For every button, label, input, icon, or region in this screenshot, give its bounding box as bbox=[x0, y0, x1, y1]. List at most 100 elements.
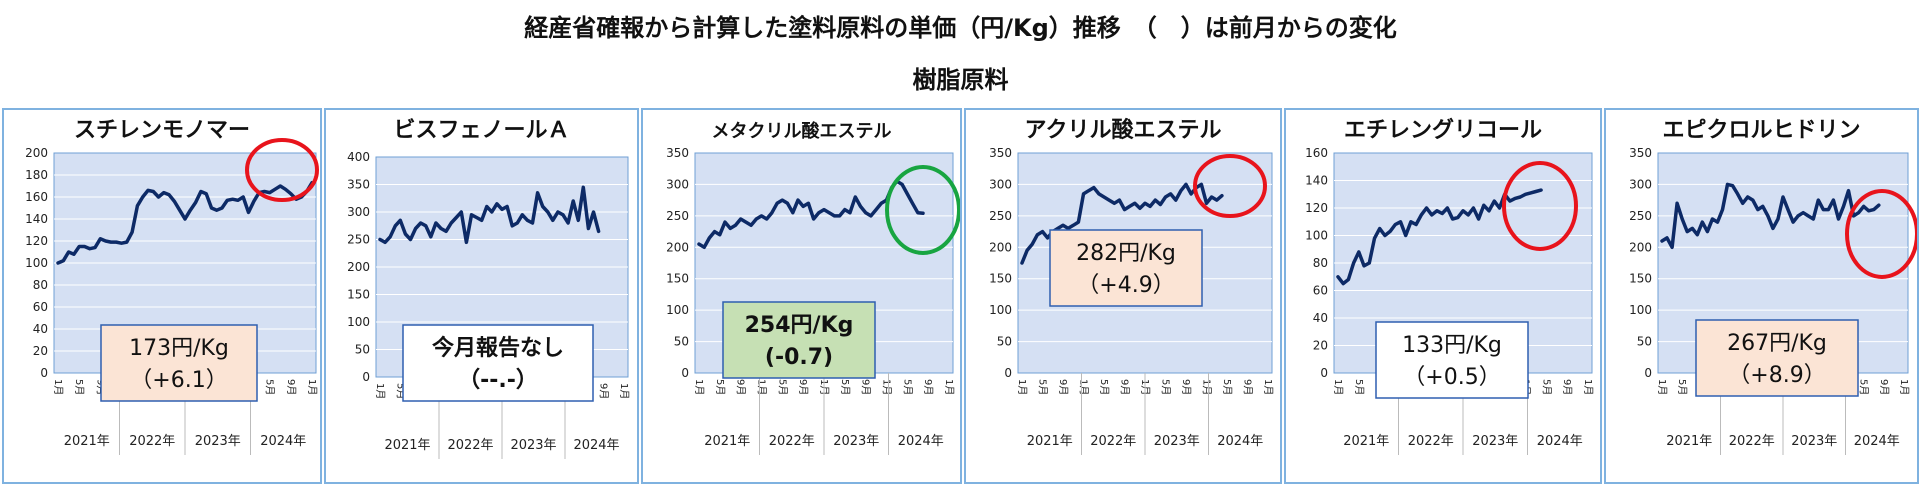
x-tick-label: 9月 bbox=[1242, 379, 1254, 395]
series-line bbox=[378, 185, 601, 245]
panel-title: エピクロルヒドリン bbox=[1662, 118, 1860, 143]
series-line bbox=[1336, 188, 1543, 286]
price-label-change: （+0.5） bbox=[1403, 365, 1500, 390]
x-tick-label: 5月 bbox=[1676, 379, 1688, 395]
year-label: 2021年 bbox=[1027, 434, 1073, 449]
x-tick-label: 1月 bbox=[1201, 379, 1213, 395]
chart-panel-methacrylate: メタクリル酸エステル 0 50 100 150 200 250 300 350 1月 5月 9月 1月 5… bbox=[641, 108, 962, 484]
x-tick-label: 9月 bbox=[1878, 379, 1890, 395]
y-tick-label: 350 bbox=[347, 178, 370, 192]
y-tick-label: 100 bbox=[989, 303, 1012, 317]
x-tick-label: 5月 bbox=[264, 379, 276, 395]
y-tick-label: 200 bbox=[25, 146, 48, 160]
x-tick-label: 1月 bbox=[1262, 379, 1274, 395]
panel-title: アクリル酸エステル bbox=[1025, 118, 1222, 143]
x-tick-label: 9月 bbox=[860, 379, 872, 395]
price-label-value: 133円/Kg bbox=[1402, 333, 1502, 358]
y-tick-label: 100 bbox=[347, 315, 370, 329]
x-tick-label: 1月 bbox=[306, 379, 318, 395]
x-tick-label: 9月 bbox=[1561, 379, 1573, 395]
x-tick-label: 1月 bbox=[943, 379, 955, 395]
x-tick-label: 1月 bbox=[693, 379, 705, 395]
year-label: 2022年 bbox=[1408, 434, 1454, 449]
price-label-box bbox=[1049, 229, 1203, 307]
highlight-circle bbox=[1502, 161, 1578, 251]
x-tick-label: 5月 bbox=[776, 379, 788, 395]
y-tick-label: 250 bbox=[666, 209, 689, 223]
y-tick-label: 250 bbox=[989, 209, 1012, 223]
x-tick-label: 5月 bbox=[1540, 379, 1552, 395]
y-tick-label: 180 bbox=[25, 168, 48, 182]
y-tick-label: 350 bbox=[666, 146, 689, 160]
y-tick-label: 20 bbox=[1313, 339, 1328, 353]
sub-title: 樹脂原料 bbox=[912, 66, 1009, 94]
x-tick-label: 1月 bbox=[618, 383, 630, 399]
x-tick-label: 9月 bbox=[797, 379, 809, 395]
chart-panel-epichlorohydrin: エピクロルヒドリン 0 50 100 150 200 250 300 350 1月 5月 9月 1月 5月… bbox=[1604, 108, 1919, 484]
y-tick-label: 0 bbox=[1004, 366, 1012, 380]
y-tick-label: 160 bbox=[1305, 146, 1328, 160]
x-tick-label: 9月 bbox=[285, 379, 297, 395]
y-tick-label: 0 bbox=[362, 370, 370, 384]
y-tick-label: 120 bbox=[25, 234, 48, 248]
x-tick-label: 1月 bbox=[1016, 379, 1028, 395]
chart-styrene: スチレンモノマー 0 20 40 60 80 100 120 140 160 180 200 1月 5月 9… bbox=[25, 118, 319, 455]
x-tick-label: 1月 bbox=[756, 379, 768, 395]
panel-title: スチレンモノマー bbox=[74, 118, 250, 143]
y-tick-label: 150 bbox=[1629, 272, 1652, 286]
x-tick-label: 5月 bbox=[1160, 379, 1172, 395]
y-tick-label: 60 bbox=[33, 300, 48, 314]
price-label-value: 254円/Kg bbox=[745, 313, 854, 338]
x-tick-label: 5月 bbox=[1098, 379, 1110, 395]
year-label: 2022年 bbox=[447, 438, 493, 453]
x-tick-label: 9月 bbox=[598, 383, 610, 399]
x-tick-label: 5月 bbox=[1353, 379, 1365, 395]
y-tick-label: 160 bbox=[25, 190, 48, 204]
year-label: 2021年 bbox=[704, 434, 750, 449]
y-tick-label: 80 bbox=[33, 278, 48, 292]
year-label: 2024年 bbox=[260, 434, 306, 449]
price-label-change: （--.-） bbox=[458, 368, 538, 393]
y-tick-label: 350 bbox=[989, 146, 1012, 160]
x-tick-label: 5月 bbox=[714, 379, 726, 395]
y-tick-label: 0 bbox=[681, 366, 689, 380]
year-label: 2022年 bbox=[769, 434, 815, 449]
y-tick-label: 300 bbox=[666, 177, 689, 191]
x-tick-label: 1月 bbox=[374, 383, 386, 399]
price-label-box bbox=[402, 324, 594, 402]
price-label-box bbox=[722, 301, 876, 379]
y-tick-label: 0 bbox=[40, 366, 48, 380]
year-label: 2022年 bbox=[1090, 434, 1136, 449]
highlight-circle bbox=[1845, 189, 1917, 279]
y-tick-label: 100 bbox=[1305, 229, 1328, 243]
y-tick-label: 140 bbox=[25, 212, 48, 226]
year-label: 2022年 bbox=[1729, 434, 1775, 449]
year-label: 2022年 bbox=[129, 434, 175, 449]
year-label: 2021年 bbox=[384, 438, 430, 453]
y-tick-label: 50 bbox=[997, 335, 1012, 349]
y-tick-label: 200 bbox=[1629, 240, 1652, 254]
y-tick-label: 400 bbox=[347, 150, 370, 164]
year-label: 2023年 bbox=[1472, 434, 1518, 449]
panel-title: ビスフェノールＡ bbox=[393, 118, 569, 143]
y-tick-label: 100 bbox=[25, 256, 48, 270]
year-label: 2024年 bbox=[1854, 434, 1900, 449]
y-tick-label: 200 bbox=[666, 240, 689, 254]
y-tick-label: 100 bbox=[666, 303, 689, 317]
y-tick-label: 50 bbox=[1637, 335, 1652, 349]
y-tick-label: 40 bbox=[33, 322, 48, 336]
price-label-change: （+8.9） bbox=[1728, 363, 1825, 388]
year-label: 2021年 bbox=[1343, 434, 1389, 449]
chart-ethylene-glycol: エチレングリコール 0 20 40 60 80 100 120 140 160 1月 5月 9月 1月 5月… bbox=[1305, 117, 1594, 455]
x-tick-label: 9月 bbox=[1057, 379, 1069, 395]
x-tick-label: 1月 bbox=[1078, 379, 1090, 395]
series-line bbox=[697, 179, 925, 250]
y-tick-label: 0 bbox=[1320, 366, 1328, 380]
y-tick-label: 140 bbox=[1305, 174, 1328, 188]
y-tick-label: 200 bbox=[347, 260, 370, 274]
series-line bbox=[1660, 182, 1881, 250]
x-tick-label: 1月 bbox=[881, 379, 893, 395]
y-tick-label: 250 bbox=[347, 233, 370, 247]
y-tick-label: 40 bbox=[1313, 311, 1328, 325]
y-tick-label: 250 bbox=[1629, 209, 1652, 223]
